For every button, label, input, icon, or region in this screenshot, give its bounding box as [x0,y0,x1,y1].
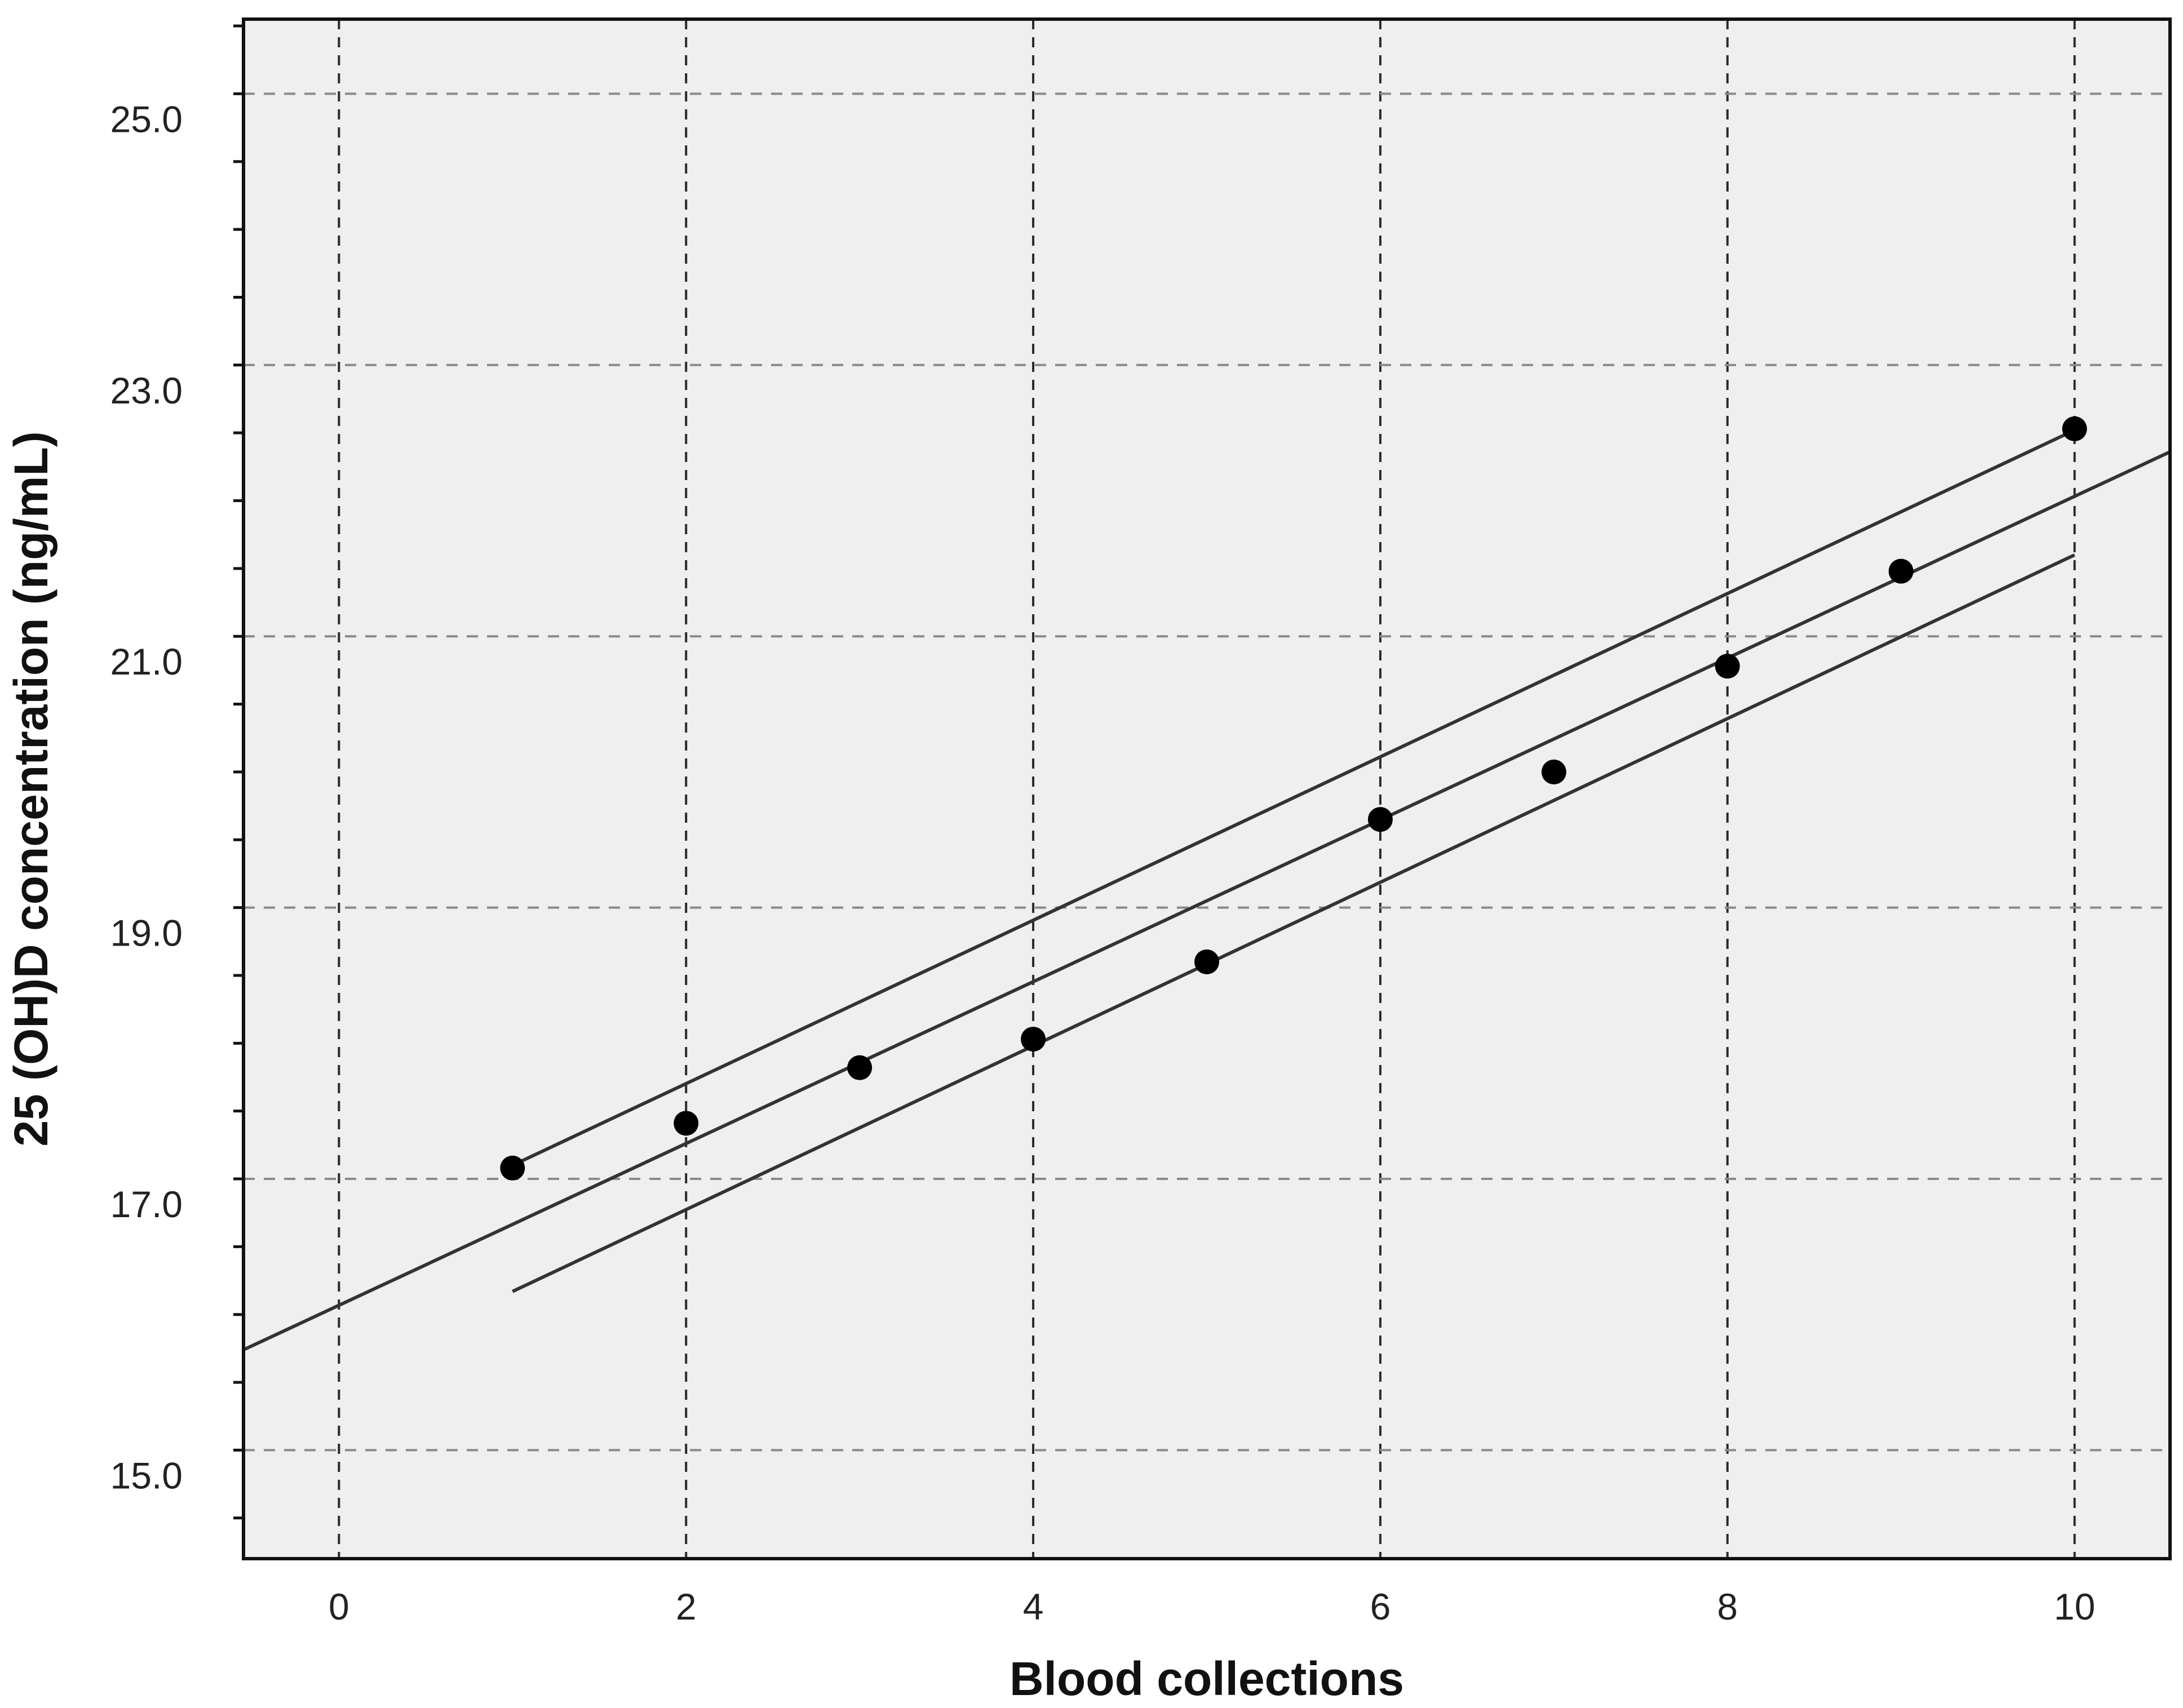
grid-lines [243,19,2170,1559]
fit-lines [242,428,2171,1352]
x-tick-label: 6 [1370,1586,1391,1627]
data-point [674,1111,699,1136]
data-point [500,1155,525,1181]
lower-confidence-line [512,553,2075,1293]
plot-frame [242,17,2172,1560]
data-point [1021,1027,1046,1052]
x-tick-label: 2 [676,1586,697,1627]
data-points [500,416,2087,1181]
x-axis-title: Blood collections [1009,1652,1404,1705]
data-point [1194,949,1219,974]
regression-line [242,450,2171,1352]
y-tick-label: 19.0 [110,912,183,954]
data-point [1367,807,1393,832]
data-point [1888,558,1914,584]
y-tick-label: 25.0 [110,98,183,140]
x-tick-label: 8 [1717,1586,1738,1627]
data-point [2062,416,2087,441]
x-tick-label: 4 [1023,1586,1044,1627]
x-tick-label: 10 [2054,1586,2095,1627]
tick-labels: 0 2 4 6 8 10 15.0 17.0 19.0 21.0 23.0 25.0 [110,98,2096,1627]
upper-confidence-line [512,428,2075,1167]
y-tick-label: 17.0 [110,1183,183,1225]
data-point [1715,654,1740,679]
data-point [847,1055,873,1080]
y-tick-label: 21.0 [110,641,183,682]
y-tick-label: 15.0 [110,1454,183,1496]
x-tick-label: 0 [329,1586,349,1627]
data-point [1541,759,1566,784]
y-axis-title: 25 (OH)D concentration (ng/mL) [5,431,57,1146]
plot-area [243,19,2170,1559]
y-tick-label: 23.0 [110,370,183,411]
